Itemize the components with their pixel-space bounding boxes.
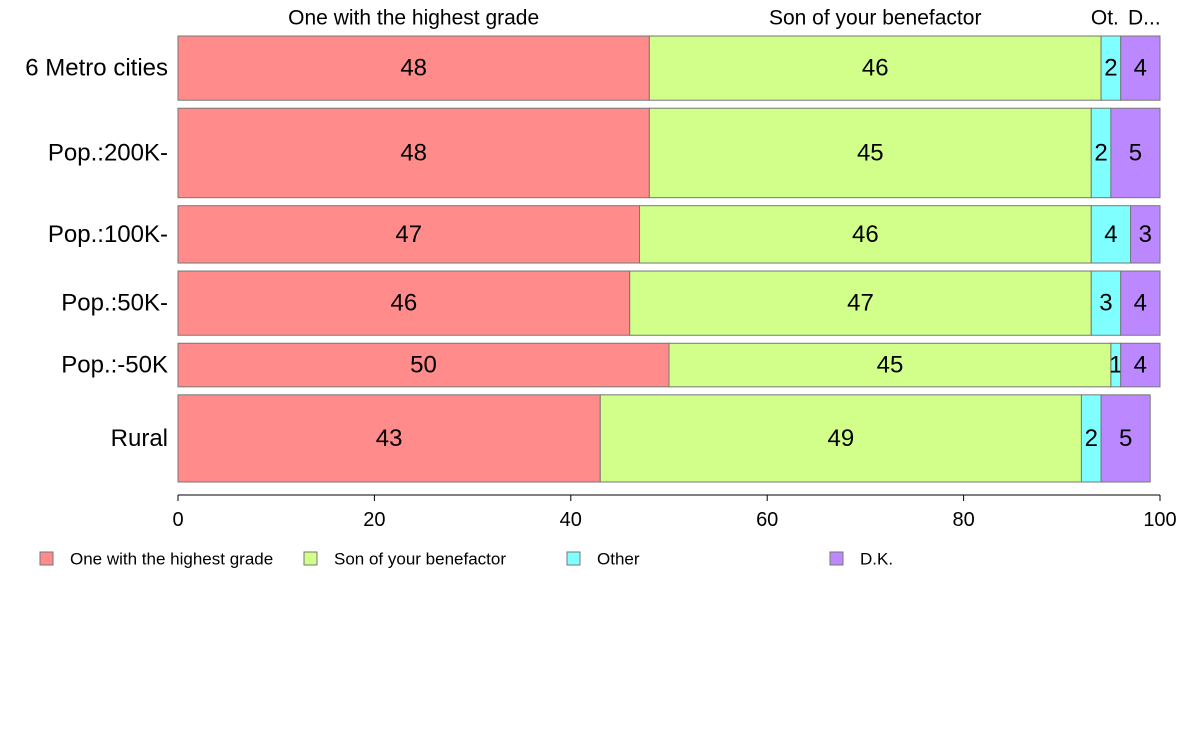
data-label: 46 [862,55,889,82]
legend-swatch [566,551,581,566]
data-label: 50 [410,352,437,379]
bars: 48 46 2 448 45 2 547 46 4 346 47 3 450 45 1 443 49 2 5 [177,35,1161,483]
category-label: Rural [111,425,168,452]
data-label: 4 [1134,352,1147,379]
data-label: 1 [1109,352,1122,379]
data-label: 45 [857,139,884,166]
legend-label: Son of your benefactor [334,550,506,569]
data-label: 4 [1134,55,1147,82]
column-header-labels: One with the highest grade Son of your be… [288,7,1161,30]
bar-segment [1090,270,1122,336]
bar-segment [1120,35,1161,101]
bar-segment [639,205,1092,264]
bar-segment [648,107,1092,199]
data-label: 46 [852,221,879,248]
bar-segment [629,270,1092,336]
x-tick-label: 20 [363,509,385,531]
bar-segment [648,35,1102,101]
x-tick-label: 100 [1143,509,1176,531]
bar-segment [1120,270,1161,336]
legend: One with the highest grade Son of your be… [39,550,893,569]
legend-label: Other [597,550,640,569]
bar-segment [177,205,641,264]
category-label: 6 Metro cities [25,55,168,82]
category-label: Pop.:200K- [48,139,168,166]
bar-segment [177,107,650,199]
data-label: 48 [400,139,427,166]
data-label: 3 [1099,290,1112,317]
column-header-label: One with the highest grade [288,7,539,30]
data-label: 46 [391,290,418,317]
data-label: 2 [1104,55,1117,82]
legend-label: One with the highest grade [70,550,273,569]
x-tick-label: 60 [756,509,778,531]
column-header-label: Ot. [1091,7,1119,30]
bar-segment [1130,205,1161,264]
x-axis: 0 20 40 60 80 100 [172,494,1177,531]
bar-segment [1120,342,1161,388]
data-label: 48 [400,55,427,82]
category-label: Pop.:50K- [61,290,168,317]
bar-segment [177,35,650,101]
bar-segment [599,394,1082,483]
bar-segment [1100,394,1151,483]
data-label: 4 [1104,221,1117,248]
data-label: 2 [1094,139,1107,166]
data-label: 43 [376,425,403,452]
data-label: 2 [1085,425,1098,452]
category-labels: 6 Metro cities Pop.:200K- Pop.:100K- Pop.:5… [25,55,168,452]
data-label: 47 [395,221,422,248]
data-label: 49 [827,425,854,452]
data-label: 4 [1134,290,1147,317]
bar-segment [177,270,631,336]
bar-segment [177,394,601,483]
legend-swatch [39,551,54,566]
column-header-label: D... [1128,7,1161,30]
data-label: 45 [877,352,904,379]
legend-swatch [303,551,318,566]
legend-label: D.K. [860,550,893,569]
legend-swatch [829,551,844,566]
data-label: 5 [1129,139,1142,166]
data-label: 47 [847,290,874,317]
data-label: 3 [1139,221,1152,248]
bar-segment [1090,205,1132,264]
category-label: Pop.:100K- [48,221,168,248]
x-tick-label: 80 [952,509,974,531]
data-label: 5 [1119,425,1132,452]
column-header-label: Son of your benefactor [769,7,981,30]
x-tick-label: 40 [560,509,582,531]
x-tick-label: 0 [172,509,183,531]
bar-segment [1110,107,1161,199]
category-label: Pop.:-50K [61,352,168,379]
